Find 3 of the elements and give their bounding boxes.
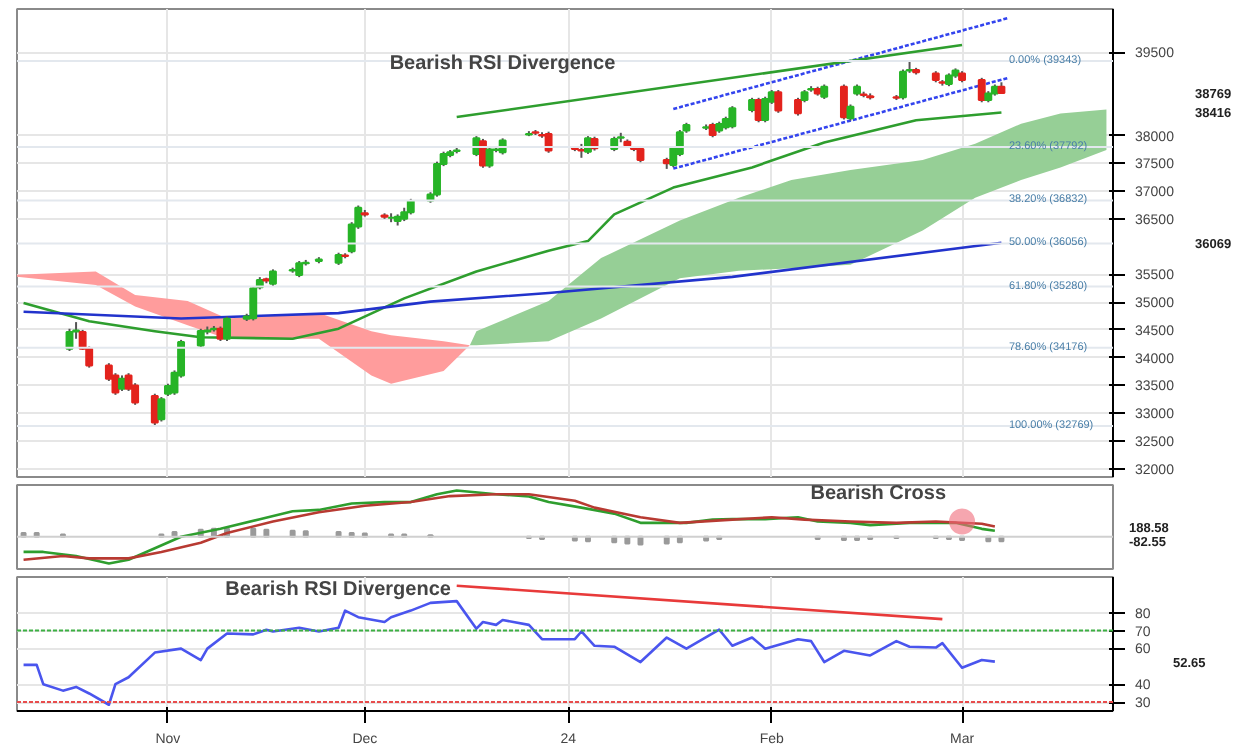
annotation: Bearish RSI Divergence [225,579,452,602]
annotation: Bearish Cross [810,483,947,506]
annotation: Bearish RSI Divergence [389,52,617,75]
